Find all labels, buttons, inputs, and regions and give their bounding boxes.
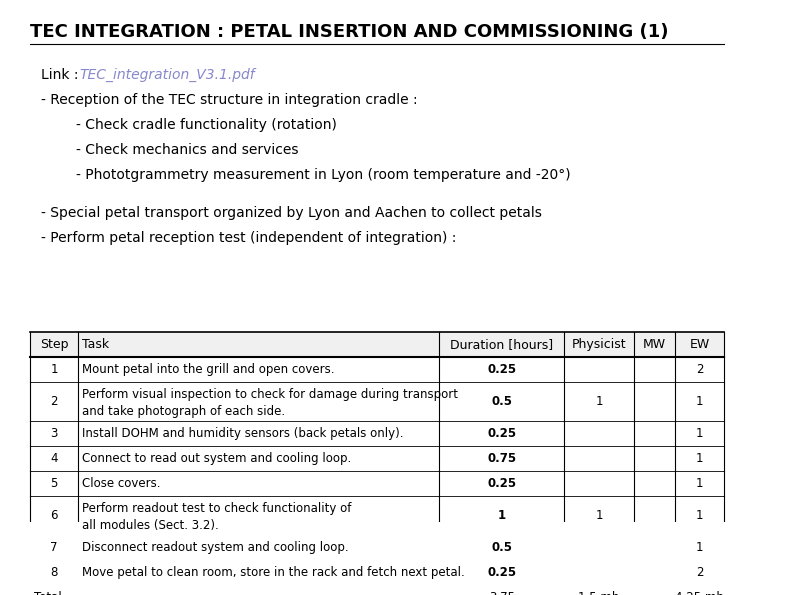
Text: 1: 1 [596,394,603,408]
Text: 1: 1 [50,362,58,375]
Text: -: - [652,591,657,595]
Text: 1: 1 [696,509,703,522]
Text: Close covers.: Close covers. [82,477,160,490]
Text: 1: 1 [696,477,703,490]
Bar [30,331,724,356]
Text: TEC_integration_V3.1.pdf: TEC_integration_V3.1.pdf [80,68,256,82]
Text: 6: 6 [50,509,58,522]
Text: and take photograph of each side.: and take photograph of each side. [82,405,285,418]
Text: all modules (Sect. 3.2).: all modules (Sect. 3.2). [82,519,219,533]
Text: 0.5: 0.5 [491,541,512,554]
Text: 1: 1 [498,509,506,522]
Text: - Phototgrammetry measurement in Lyon (room temperature and -20°): - Phototgrammetry measurement in Lyon (r… [41,168,571,182]
Text: - Special petal transport organized by Lyon and Aachen to collect petals: - Special petal transport organized by L… [41,206,542,220]
Text: 0.75: 0.75 [488,452,516,465]
Text: Install DOHM and humidity sensors (back petals only).: Install DOHM and humidity sensors (back … [82,427,403,440]
Text: 4.25 mh: 4.25 mh [675,591,724,595]
Text: 3: 3 [51,427,58,440]
Text: Move petal to clean room, store in the rack and fetch next petal.: Move petal to clean room, store in the r… [82,566,465,579]
Text: Duration [hours]: Duration [hours] [450,337,553,350]
Text: 4: 4 [50,452,58,465]
Text: Total: Total [33,591,61,595]
Text: Mount petal into the grill and open covers.: Mount petal into the grill and open cove… [82,362,334,375]
Text: 0.25: 0.25 [488,477,516,490]
Text: Task: Task [82,337,110,350]
Text: 1: 1 [696,394,703,408]
Text: 2: 2 [696,566,703,579]
Text: 2: 2 [696,362,703,375]
Text: 0.25: 0.25 [488,566,516,579]
Text: Step: Step [40,337,68,350]
Text: 3.75: 3.75 [489,591,515,595]
Text: 0.5: 0.5 [491,394,512,408]
Text: Perform visual inspection to check for damage during transport: Perform visual inspection to check for d… [82,388,458,401]
Text: - Perform petal reception test (independent of integration) :: - Perform petal reception test (independ… [41,231,457,245]
Text: 1.5 mh: 1.5 mh [578,591,619,595]
Text: 2: 2 [50,394,58,408]
Text: 1: 1 [696,452,703,465]
Text: 0.25: 0.25 [488,427,516,440]
Text: 1: 1 [596,509,603,522]
Text: Connect to read out system and cooling loop.: Connect to read out system and cooling l… [82,452,352,465]
Text: Disconnect readout system and cooling loop.: Disconnect readout system and cooling lo… [82,541,349,554]
Text: 8: 8 [51,566,58,579]
Text: - Reception of the TEC structure in integration cradle :: - Reception of the TEC structure in inte… [41,93,418,107]
Text: 1: 1 [696,541,703,554]
Text: Perform readout test to check functionality of: Perform readout test to check functional… [82,502,352,515]
Text: - Check cradle functionality (rotation): - Check cradle functionality (rotation) [41,118,337,132]
Text: - Check mechanics and services: - Check mechanics and services [41,143,299,157]
Text: 5: 5 [51,477,58,490]
Text: MW: MW [643,337,666,350]
Text: 1: 1 [696,427,703,440]
Text: Link :: Link : [41,68,83,82]
Text: 0.25: 0.25 [488,362,516,375]
Text: Physicist: Physicist [572,337,626,350]
Text: EW: EW [689,337,710,350]
Text: 7: 7 [50,541,58,554]
Text: TEC INTEGRATION : PETAL INSERTION AND COMMISSIONING (1): TEC INTEGRATION : PETAL INSERTION AND CO… [30,23,669,42]
